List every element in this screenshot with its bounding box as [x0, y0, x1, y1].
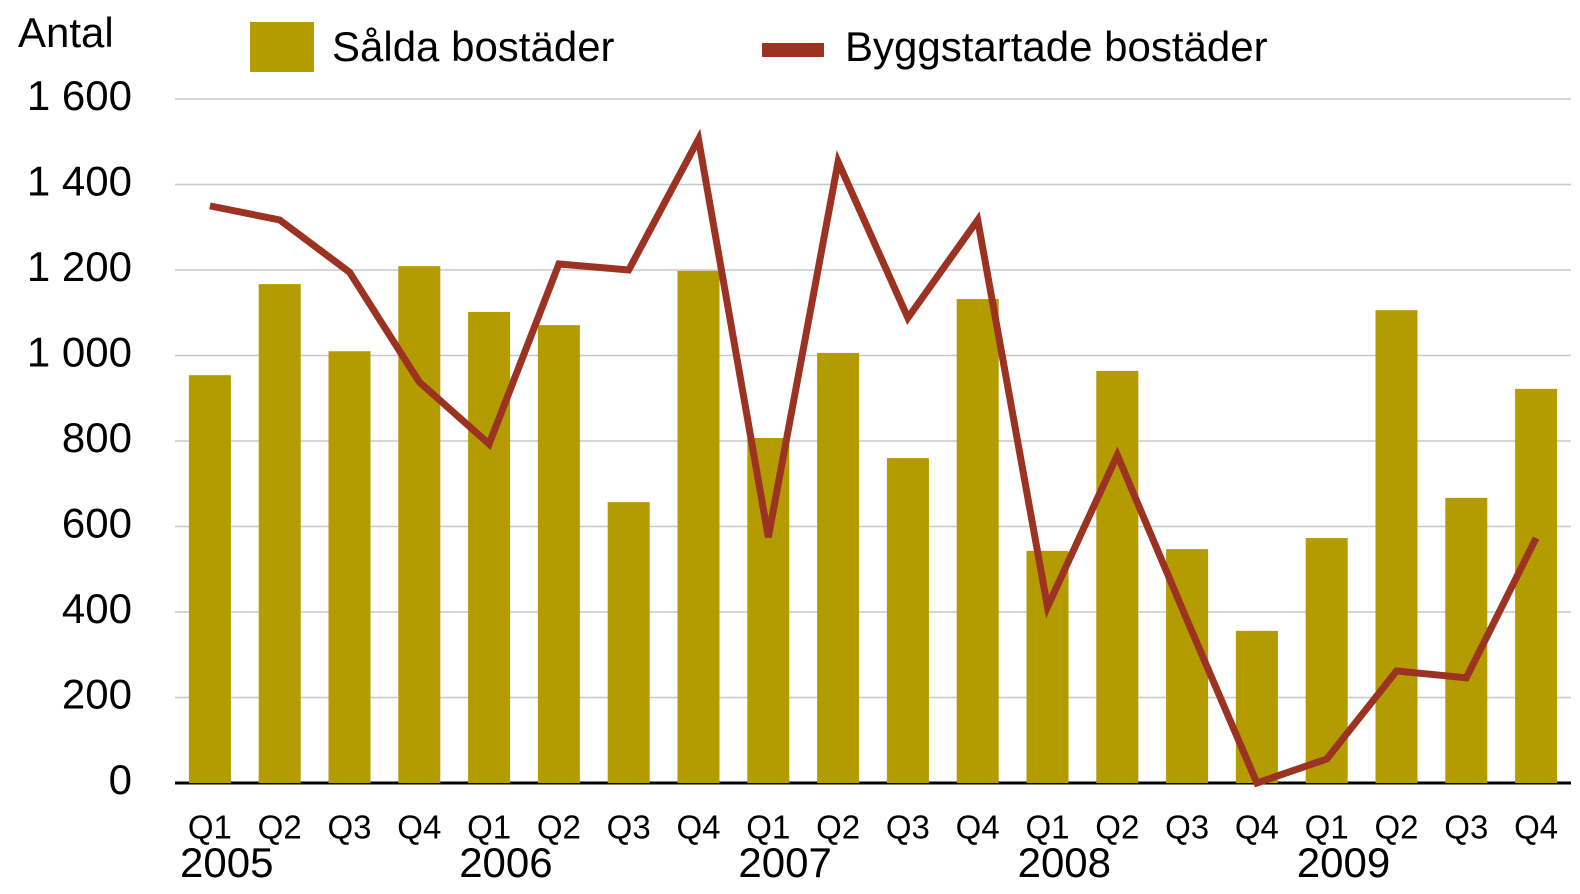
y-tick-label: 400	[62, 585, 132, 632]
x-tick-label: Q3	[886, 809, 930, 846]
x-tick-label: Q4	[956, 809, 1000, 846]
x-tick-label: Q2	[816, 809, 860, 846]
x-tick-label: Q3	[327, 809, 371, 846]
bar	[1096, 370, 1139, 783]
x-tick-label: Q1	[746, 809, 790, 846]
bar	[886, 458, 929, 783]
y-tick-label: 1 400	[27, 158, 132, 205]
x-tick-label: Q1	[1305, 809, 1349, 846]
y-tick-label: 800	[62, 414, 132, 461]
bar	[1515, 388, 1558, 783]
x-group-label: 2009	[1297, 839, 1390, 886]
bar	[468, 311, 511, 783]
y-tick-label: 1 000	[27, 329, 132, 376]
legend-swatch	[250, 22, 314, 72]
x-group-label: 2005	[180, 839, 273, 886]
x-group-label: 2007	[738, 839, 831, 886]
x-tick-label: Q4	[397, 809, 441, 846]
x-tick-label: Q1	[467, 809, 511, 846]
bar	[328, 351, 371, 783]
x-tick-label: Q2	[258, 809, 302, 846]
bar	[1445, 497, 1488, 783]
x-tick-label: Q3	[607, 809, 651, 846]
x-tick-label: Q3	[1444, 809, 1488, 846]
bar	[1375, 310, 1418, 783]
y-tick-label: 0	[109, 756, 132, 803]
y-tick-label: 600	[62, 500, 132, 547]
y-tick-label: 1 200	[27, 243, 132, 290]
bar	[677, 270, 720, 784]
bar	[258, 284, 301, 783]
bar	[956, 299, 999, 783]
bar	[747, 438, 790, 783]
x-group-label: 2008	[1018, 839, 1111, 886]
y-tick-label: 200	[62, 671, 132, 718]
y-axis-label: Antal	[18, 9, 114, 56]
x-tick-label: Q3	[1165, 809, 1209, 846]
bar	[817, 352, 860, 783]
x-tick-label: Q2	[1374, 809, 1418, 846]
line	[209, 128, 1540, 788]
x-tick-label: Q4	[1514, 809, 1558, 846]
legend-label: Sålda bostäder	[332, 23, 615, 70]
bar	[188, 375, 231, 783]
bar	[398, 266, 441, 784]
bar	[607, 502, 650, 783]
x-group-label: 2006	[459, 839, 552, 886]
x-tick-label: Q4	[676, 809, 720, 846]
x-tick-label: Q2	[1095, 809, 1139, 846]
bar	[1305, 538, 1348, 783]
bar	[1235, 630, 1278, 783]
x-tick-label: Q4	[1235, 809, 1279, 846]
bar	[537, 325, 580, 783]
x-tick-label: Q1	[1025, 809, 1069, 846]
x-tick-label: Q1	[188, 809, 232, 846]
x-tick-label: Q2	[537, 809, 581, 846]
legend-label: Byggstartade bostäder	[845, 23, 1268, 70]
y-tick-label: 1 600	[27, 72, 132, 119]
bar	[1026, 550, 1069, 783]
